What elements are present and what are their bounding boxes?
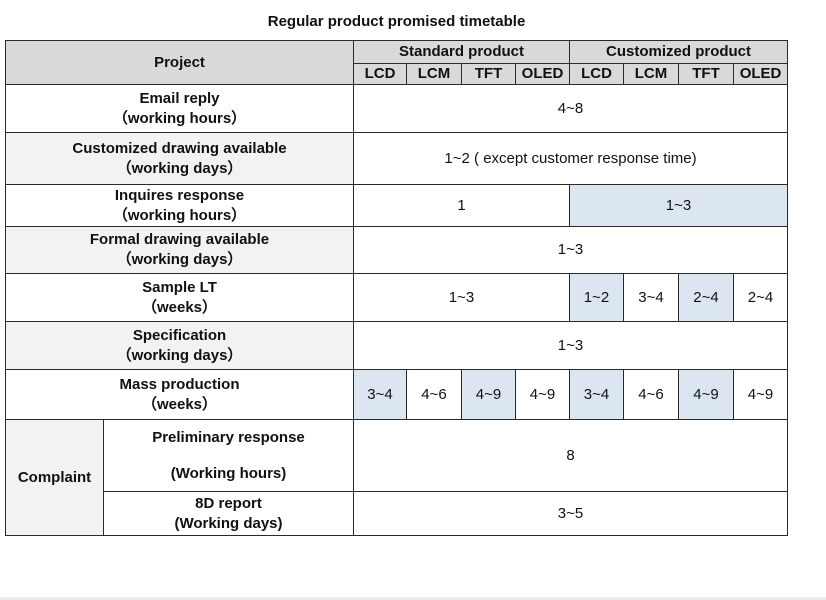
table-title: Regular product promised timetable <box>5 4 788 41</box>
sample-standard-value: 1~3 <box>353 273 570 322</box>
customized-product-header: Customized product <box>568 40 789 64</box>
row-label-inquires-response: Inquires response （working hours） <box>5 184 354 227</box>
customized-drawing-unit: （working days） <box>116 159 243 177</box>
col-header-std-oled: OLED <box>515 63 570 85</box>
col-header-std-lcm: LCM <box>406 63 462 85</box>
email-reply-unit: （working hours） <box>112 109 247 127</box>
project-header: Project <box>5 40 354 85</box>
mass-std-tft-value: 4~9 <box>461 369 516 420</box>
row-label-sample-lt: Sample LT （weeks） <box>5 273 354 322</box>
mass-std-oled-value: 4~9 <box>515 369 570 420</box>
preliminary-response-unit: (Working hours) <box>170 464 287 482</box>
customized-drawing-label: Customized drawing available <box>72 139 287 157</box>
specification-unit: （working days） <box>116 346 243 364</box>
sample-cust-tft-value: 2~4 <box>678 273 734 322</box>
email-reply-label: Email reply <box>139 89 220 107</box>
row-label-preliminary-response: Preliminary response (Working hours) <box>103 419 354 492</box>
row-label-formal-drawing: Formal drawing available （working days） <box>5 226 354 274</box>
formal-drawing-value: 1~3 <box>352 226 789 274</box>
col-header-std-tft: TFT <box>461 63 516 85</box>
inquires-response-unit: （working hours） <box>112 206 247 224</box>
8d-report-value: 3~5 <box>352 491 789 536</box>
mass-production-unit: （weeks） <box>141 395 218 413</box>
8d-report-label: 8D report <box>195 494 262 512</box>
preliminary-response-label: Preliminary response <box>152 428 305 446</box>
col-header-cust-tft: TFT <box>678 63 734 85</box>
bottom-divider <box>0 597 826 600</box>
complaint-label: Complaint <box>5 419 104 536</box>
customized-drawing-value: 1~2 ( except customer response time) <box>352 132 789 185</box>
row-label-customized-drawing: Customized drawing available （working da… <box>5 132 354 185</box>
email-reply-value: 4~8 <box>352 84 789 133</box>
col-header-cust-oled: OLED <box>732 63 789 85</box>
formal-drawing-unit: （working days） <box>116 251 243 268</box>
preliminary-response-value: 8 <box>352 419 789 492</box>
col-header-std-lcd: LCD <box>353 63 407 85</box>
mass-cust-lcd-value: 3~4 <box>569 369 624 420</box>
mass-std-lcm-value: 4~6 <box>406 369 462 420</box>
specification-label: Specification <box>132 326 227 344</box>
standard-product-header: Standard product <box>353 40 570 64</box>
inquires-response-label: Inquires response <box>114 186 245 204</box>
mass-cust-oled-value: 4~9 <box>732 369 789 420</box>
row-label-mass-production: Mass production （weeks） <box>5 369 354 420</box>
row-label-8d-report: 8D report (Working days) <box>103 491 354 536</box>
row-label-specification: Specification （working days） <box>5 321 354 370</box>
specification-value: 1~3 <box>352 321 789 370</box>
col-header-cust-lcd: LCD <box>569 63 624 85</box>
8d-report-unit: (Working days) <box>174 514 283 532</box>
mass-production-label: Mass production <box>119 375 240 393</box>
sample-cust-oled-value: 2~4 <box>732 273 789 322</box>
mass-cust-lcm-value: 4~6 <box>623 369 679 420</box>
timetable-table: Regular product promised timetable Proje… <box>5 4 789 536</box>
mass-std-lcd-value: 3~4 <box>353 369 407 420</box>
formal-drawing-label: Formal drawing available <box>89 231 270 248</box>
sample-cust-lcm-value: 3~4 <box>623 273 679 322</box>
sample-lt-unit: （weeks） <box>141 298 218 316</box>
inquires-customized-value: 1~3 <box>568 184 789 227</box>
inquires-standard-value: 1 <box>353 184 570 227</box>
mass-cust-tft-value: 4~9 <box>678 369 734 420</box>
row-label-email-reply: Email reply （working hours） <box>5 84 354 133</box>
col-header-cust-lcm: LCM <box>623 63 679 85</box>
sample-lt-label: Sample LT <box>142 278 217 296</box>
sample-cust-lcd-value: 1~2 <box>569 273 624 322</box>
